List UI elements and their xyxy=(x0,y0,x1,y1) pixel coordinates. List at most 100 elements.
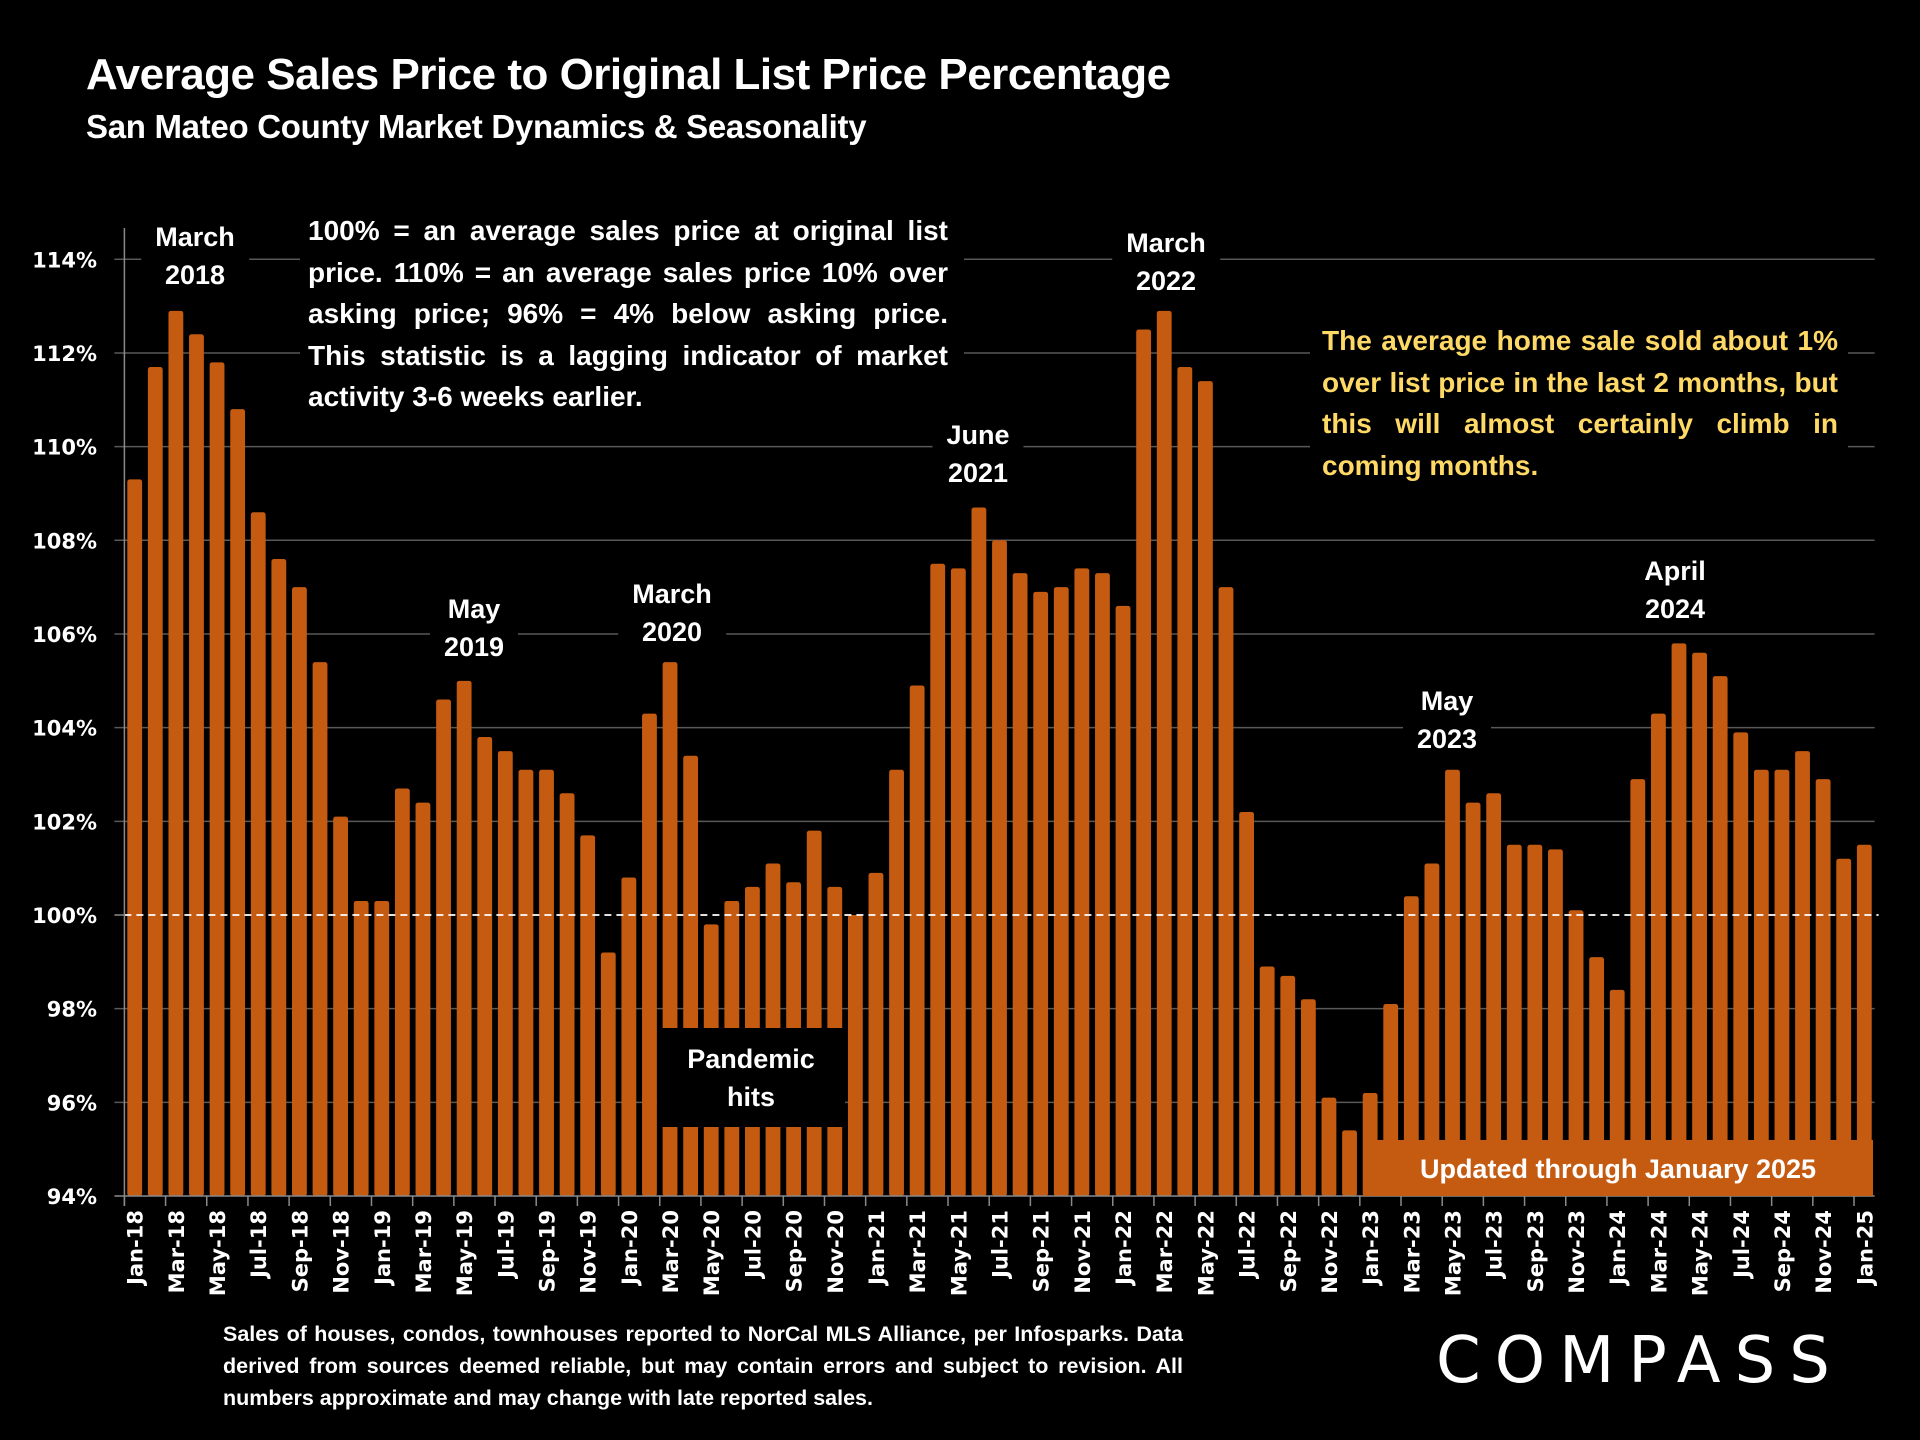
bars xyxy=(127,310,1872,1197)
chart-subtitle: San Mateo County Market Dynamics & Seaso… xyxy=(86,108,867,145)
annotation-line: May xyxy=(1420,686,1474,716)
y-tick-label: 98% xyxy=(47,998,97,1022)
bar-nov-18 xyxy=(333,816,349,1196)
y-tick-label: 102% xyxy=(32,810,97,834)
annotation-line: 2020 xyxy=(641,617,703,647)
bar-apr-20 xyxy=(683,755,699,1196)
x-tick-label: Sep-22 xyxy=(1277,1210,1301,1292)
bar-mar-22 xyxy=(1156,310,1172,1197)
bar-oct-22 xyxy=(1300,999,1316,1196)
x-tick-label: Sep-18 xyxy=(288,1210,312,1292)
bar-jul-22 xyxy=(1239,811,1254,1196)
annotation-line: 2021 xyxy=(947,458,1009,488)
x-tick-label: Mar-20 xyxy=(659,1210,683,1293)
y-tick-label: 112% xyxy=(32,342,97,366)
bar-may-19 xyxy=(456,680,472,1196)
x-tick-label: Nov-18 xyxy=(330,1210,354,1294)
x-tick-label: Jul-20 xyxy=(741,1210,765,1280)
pandemic-annotation: Pandemic hits xyxy=(657,1028,845,1127)
compass-logo-text: COMPASS xyxy=(1436,1324,1844,1398)
bar-aug-18 xyxy=(271,559,287,1196)
axes xyxy=(123,228,1875,1206)
x-tick-label: May-21 xyxy=(947,1210,971,1296)
annotation-may-2019: May 2019 xyxy=(429,590,519,666)
x-tick-label: Jul-22 xyxy=(1236,1210,1260,1280)
bar-feb-20 xyxy=(642,713,657,1196)
annotation-line: March xyxy=(632,579,712,609)
bar-jan-21 xyxy=(868,872,884,1196)
bar-aug-22 xyxy=(1259,966,1275,1196)
bar-mar-19 xyxy=(415,802,431,1196)
bar-apr-21 xyxy=(930,563,946,1196)
x-tick-label: May-18 xyxy=(206,1210,230,1296)
bar-dec-19 xyxy=(600,952,616,1196)
y-tick-label: 104% xyxy=(32,717,97,741)
x-tick-label: May-23 xyxy=(1441,1210,1465,1296)
bar-may-18 xyxy=(209,362,225,1196)
y-tick-label: 114% xyxy=(32,248,97,272)
bar-jul-18 xyxy=(250,512,266,1196)
bar-feb-24 xyxy=(1630,779,1646,1196)
bar-may-24 xyxy=(1692,652,1707,1196)
definition-note: 100% = an average sales price at origina… xyxy=(300,210,964,426)
x-tick-label: Jan-19 xyxy=(371,1210,395,1287)
y-tick-label: 108% xyxy=(32,529,97,553)
x-tick-label: Sep-20 xyxy=(783,1210,807,1292)
bar-dec-21 xyxy=(1095,573,1110,1196)
annotation-line: May xyxy=(447,594,501,624)
bar-dec-18 xyxy=(353,900,369,1196)
y-tick-label: 100% xyxy=(32,904,97,928)
bar-dec-23 xyxy=(1589,957,1605,1196)
x-tick-label: Jul-21 xyxy=(989,1210,1013,1280)
annotation-line: 2022 xyxy=(1135,266,1197,296)
bar-dec-20 xyxy=(847,914,863,1196)
bar-apr-19 xyxy=(436,699,451,1196)
bar-jul-21 xyxy=(992,540,1007,1196)
bar-mar-23 xyxy=(1403,896,1419,1196)
bar-oct-18 xyxy=(312,662,328,1196)
source-footnote: Sales of houses, condos, townhouses repo… xyxy=(223,1322,1183,1410)
annotation-line: April xyxy=(1644,556,1706,586)
x-tick-label: Jan-23 xyxy=(1359,1210,1383,1287)
bar-feb-18 xyxy=(147,367,163,1196)
x-tick-label: Sep-21 xyxy=(1030,1210,1054,1292)
bar-sep-18 xyxy=(292,587,307,1196)
annotation-line: March xyxy=(1126,228,1206,258)
updated-through-banner: Updated through January 2025 xyxy=(1363,1140,1873,1196)
x-tick-label: Nov-24 xyxy=(1812,1210,1836,1294)
bar-jun-19 xyxy=(477,737,493,1196)
compass-logo: COMPASS xyxy=(1436,1324,1844,1398)
x-tick-label: May-22 xyxy=(1194,1210,1218,1296)
x-axis-labels: Jan-18 Mar-18 May-18 Jul-18 Sep-18 Nov-18 Jan-… xyxy=(124,1210,1878,1296)
annotation-line: 2018 xyxy=(164,260,226,290)
x-tick-label: Nov-21 xyxy=(1071,1210,1095,1294)
x-tick-label: May-20 xyxy=(700,1210,724,1296)
bar-aug-24 xyxy=(1753,769,1769,1196)
bar-nov-21 xyxy=(1074,568,1090,1196)
bar-sep-19 xyxy=(539,769,554,1196)
bar-jan-25 xyxy=(1856,844,1872,1196)
bar-oct-24 xyxy=(1795,751,1810,1196)
bar-may-23 xyxy=(1445,769,1460,1196)
bar-nov-19 xyxy=(580,835,596,1196)
bar-apr-18 xyxy=(189,334,204,1197)
annotation-may-2023: May 2023 xyxy=(1402,682,1492,758)
pandemic-line: hits xyxy=(726,1082,775,1112)
annotation-march-2018: March 2018 xyxy=(141,218,249,294)
x-tick-label: Jul-23 xyxy=(1483,1210,1507,1280)
annotation-june-2021: June 2021 xyxy=(932,416,1024,492)
x-tick-label: Nov-19 xyxy=(577,1210,601,1294)
bar-oct-21 xyxy=(1053,587,1069,1196)
bar-dec-24 xyxy=(1836,858,1852,1196)
bar-jun-24 xyxy=(1712,676,1728,1196)
bar-mar-24 xyxy=(1650,713,1666,1196)
annotation-line: 2019 xyxy=(443,632,505,662)
bar-jun-18 xyxy=(230,409,246,1196)
x-tick-label: Jan-18 xyxy=(124,1210,148,1287)
annotation-line: March xyxy=(155,222,235,252)
bar-may-22 xyxy=(1197,381,1213,1196)
annotation-march-2022: March 2022 xyxy=(1112,224,1220,300)
bar-jun-22 xyxy=(1218,587,1234,1196)
y-tick-label: 96% xyxy=(47,1091,97,1115)
x-tick-label: Jan-20 xyxy=(618,1210,642,1287)
